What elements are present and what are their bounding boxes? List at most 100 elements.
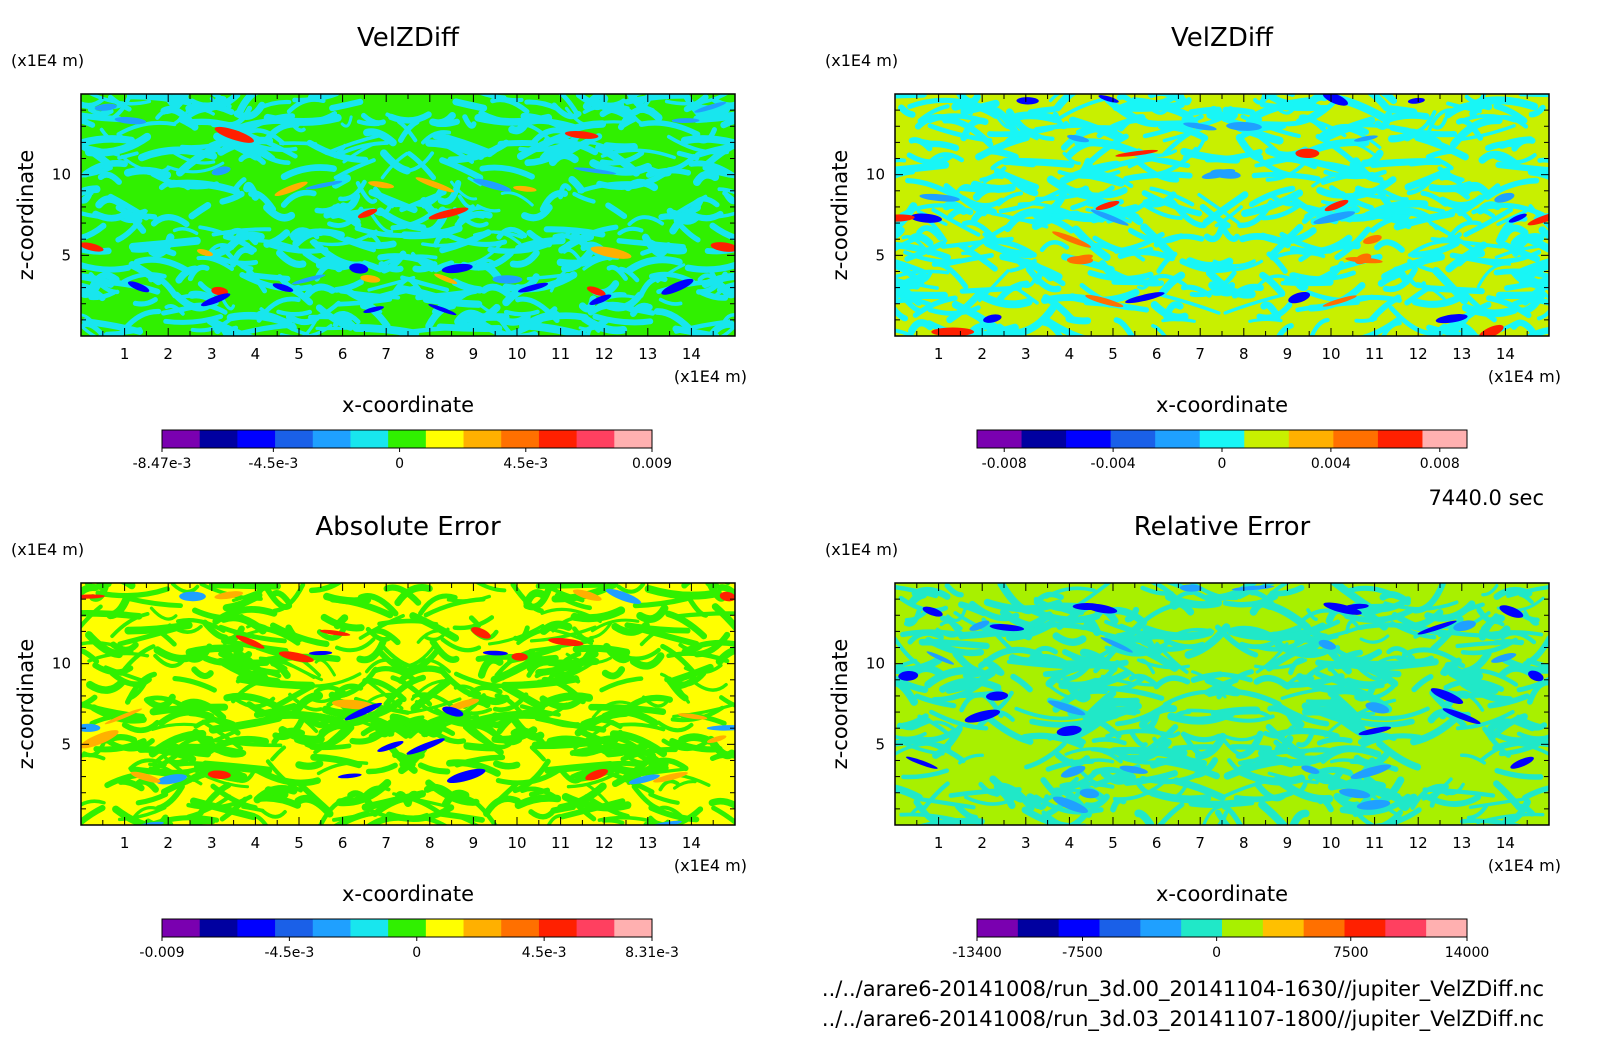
field-pattern [81, 583, 735, 825]
panel-title: Relative Error [1134, 512, 1311, 542]
colorbar-bin [1140, 919, 1182, 937]
colorbar-bin [1017, 919, 1060, 937]
x-tick-label: 12 [1409, 345, 1428, 363]
colorbar-tick-label: 0 [1218, 456, 1227, 472]
x-tick-label: 11 [551, 834, 570, 852]
x-unit-label: (x1E4 m) [674, 856, 747, 875]
colorbar-bin [1199, 430, 1245, 448]
colorbar: -8.47e-3 -4.5e-3 0 4.5e-3 0.009 [133, 429, 672, 472]
file-path-2: ../../arare6-20141008/run_3d.03_20141107… [822, 1007, 1544, 1032]
x-axis-label: x-coordinate [1156, 393, 1288, 417]
panel-3: Absolute Error(x1E4 m)1 2 3 4 5 6 7 8 9 10 11 12 13 1… [11, 512, 747, 961]
colorbar-bin [1385, 919, 1427, 937]
y-tick-label: 10 [52, 166, 71, 184]
x-tick-label: 1 [120, 834, 130, 852]
y-axis-label: z-coordinate [828, 150, 852, 281]
colorbar: -0.008 -0.004 0 0.004 0.008 [976, 429, 1468, 472]
x-tick-label: 6 [1152, 345, 1162, 363]
colorbar-tick-label: 8.31e-3 [625, 945, 679, 961]
y-tick-label: 5 [61, 246, 71, 264]
x-tick-label: 3 [1021, 834, 1031, 852]
x-tick-label: 11 [1365, 345, 1384, 363]
x-tick-label: 4 [251, 834, 261, 852]
x-tick-label: 5 [1108, 834, 1118, 852]
x-tick-label: 14 [1496, 345, 1515, 363]
colorbar-bin [977, 919, 1019, 937]
colorbar-tick-label: -4.5e-3 [248, 456, 298, 472]
x-tick-label: 11 [551, 345, 570, 363]
colorbar-bin [977, 430, 1023, 448]
colorbar-bin [425, 430, 465, 448]
colorbar: -13400 -7500 0 7500 14000 [952, 918, 1490, 961]
y-axis-label: z-coordinate [828, 639, 852, 770]
x-tick-label: 13 [1452, 345, 1471, 363]
y-tick-label: 10 [866, 166, 885, 184]
colorbar-tick-label: 0 [395, 456, 404, 472]
x-tick-label: 6 [338, 345, 348, 363]
x-tick-label: 7 [1195, 345, 1205, 363]
colorbar-bin [312, 919, 351, 937]
x-tick-label: 12 [595, 834, 614, 852]
x-tick-label: 4 [251, 345, 261, 363]
y-tick-label: 5 [875, 246, 885, 264]
x-tick-label: 4 [1065, 834, 1075, 852]
colorbar-bin [1422, 430, 1468, 448]
colorbar-bin [1303, 919, 1345, 937]
time-label: 7440.0 sec [1428, 486, 1544, 510]
x-axis-label: x-coordinate [1156, 882, 1288, 906]
x-tick-label: 12 [1409, 834, 1428, 852]
x-tick-label: 6 [338, 834, 348, 852]
colorbar-tick-label: -0.009 [139, 945, 184, 961]
colorbar-tick-label: -13400 [952, 945, 1002, 961]
colorbar-bin [237, 430, 276, 448]
colorbar-tick-label: 0.008 [1420, 456, 1460, 472]
x-tick-label: 1 [120, 345, 130, 363]
panel-2: VelZDiff(x1E4 m)1 2 3 4 5 6 7 8 9 10 11 12 13 14510(x… [825, 23, 1561, 472]
x-tick-label: 3 [1021, 345, 1031, 363]
x-tick-label: 13 [638, 834, 657, 852]
y-unit-label: (x1E4 m) [825, 540, 898, 559]
colorbar-bin [1021, 430, 1067, 448]
panel-1: VelZDiff(x1E4 m)1 2 3 4 5 6 7 8 9 10 11 12 13 14510(x… [11, 23, 747, 472]
colorbar-bin [199, 919, 238, 937]
colorbar-bin [614, 430, 653, 448]
x-tick-label: 8 [425, 345, 435, 363]
x-unit-label: (x1E4 m) [1488, 367, 1561, 386]
y-axis-label: z-coordinate [14, 150, 38, 281]
x-tick-label: 7 [381, 345, 391, 363]
x-tick-label: 2 [163, 834, 173, 852]
colorbar-bin [275, 919, 314, 937]
field-pattern [895, 94, 1549, 336]
panel-title: VelZDiff [1171, 23, 1274, 53]
colorbar-tick-label: 0.004 [1311, 456, 1351, 472]
colorbar-tick-label: 4.5e-3 [503, 456, 548, 472]
x-tick-label: 7 [1195, 834, 1205, 852]
colorbar-tick-label: 7500 [1333, 945, 1369, 961]
x-tick-label: 8 [1239, 345, 1249, 363]
colorbar: -0.009 -4.5e-3 0 4.5e-3 8.31e-3 [139, 918, 679, 961]
colorbar-tick-label: 14000 [1445, 945, 1490, 961]
colorbar-bin [501, 919, 540, 937]
x-tick-label: 14 [1496, 834, 1515, 852]
colorbar-bin [1058, 919, 1100, 937]
x-tick-label: 9 [1283, 345, 1293, 363]
x-tick-label: 6 [1152, 834, 1162, 852]
colorbar-tick-label: -8.47e-3 [133, 456, 192, 472]
panel-title: Absolute Error [315, 512, 501, 542]
x-tick-label: 9 [469, 834, 479, 852]
colorbar-bin [1222, 919, 1264, 937]
colorbar-bin [1244, 430, 1290, 448]
x-tick-label: 8 [425, 834, 435, 852]
colorbar-tick-label: 0.009 [632, 456, 672, 472]
x-tick-label: 13 [1452, 834, 1471, 852]
x-tick-label: 2 [977, 345, 987, 363]
colorbar-bin [1099, 919, 1141, 937]
colorbar-bin [350, 919, 389, 937]
x-tick-label: 12 [595, 345, 614, 363]
colorbar-bin [614, 919, 653, 937]
colorbar-bin [1377, 430, 1423, 448]
x-tick-label: 2 [163, 345, 173, 363]
x-tick-label: 5 [1108, 345, 1118, 363]
y-tick-label: 10 [866, 655, 885, 673]
colorbar-bin [1288, 430, 1334, 448]
